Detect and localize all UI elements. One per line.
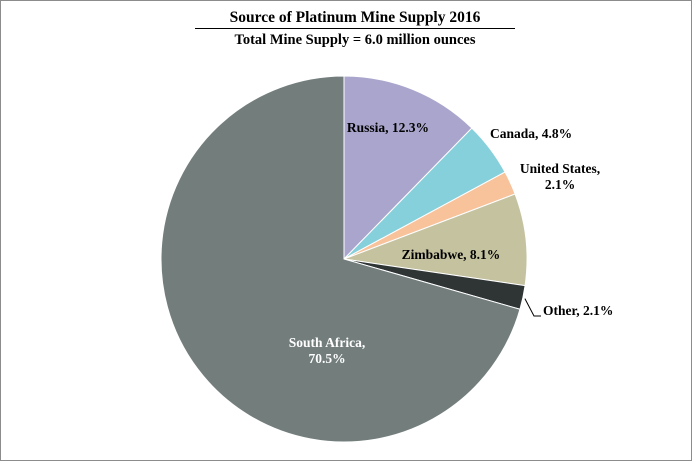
slice-label-russia: Russia, 12.3%	[347, 120, 429, 135]
slice-label-zimbabwe: Zimbabwe, 8.1%	[402, 247, 501, 262]
pie-slice-zimbabwe	[342, 193, 528, 287]
slice-label-south-africa: South Africa, 70.5%	[289, 335, 366, 366]
chart-title-block: Source of Platinum Mine Supply 2016 Tota…	[195, 8, 515, 49]
leader-lines	[524, 298, 541, 317]
pie-slice-south-africa	[160, 75, 521, 443]
pie-slice-russia	[343, 75, 473, 261]
title-underline	[195, 28, 515, 29]
slice-labels: Russia, 12.3% Canada, 4.8% United States, 2…	[289, 120, 614, 366]
chart-subtitle: Total Mine Supply = 6.0 million ounces	[234, 32, 476, 48]
slice-label-other: Other, 2.1%	[543, 303, 613, 318]
pie-slices	[160, 75, 528, 443]
chart-title: Source of Platinum Mine Supply 2016	[229, 9, 481, 26]
slice-label-canada: Canada, 4.8%	[490, 126, 572, 141]
leader-line-other	[524, 298, 541, 317]
slice-label-united-states: United States, 2.1%	[520, 161, 600, 192]
